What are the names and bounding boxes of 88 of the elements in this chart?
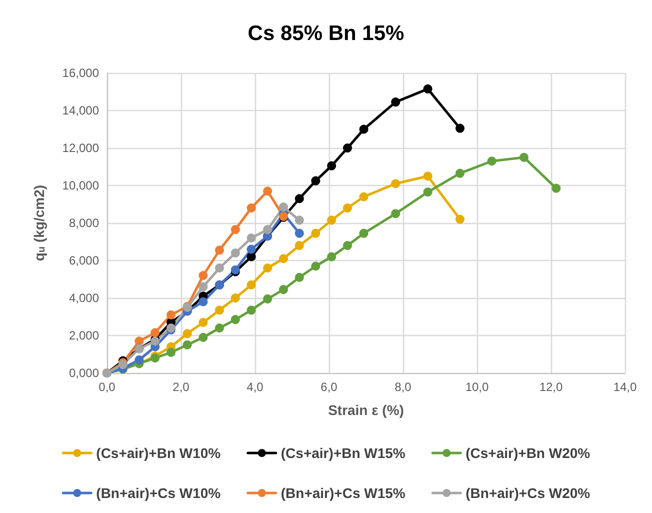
- y-tick-label: 10,000: [62, 178, 100, 192]
- point: [214, 264, 224, 272]
- point: [294, 272, 304, 282]
- x-tick-label: 4,0: [246, 380, 264, 394]
- point: [182, 329, 192, 338]
- point: [552, 184, 561, 193]
- point: [343, 241, 352, 250]
- point: [263, 264, 272, 272]
- legend-label: (Cs+air)+Bn W15%: [280, 445, 406, 461]
- x-tick-label: 10,0: [465, 380, 489, 394]
- point: [198, 282, 208, 292]
- point: [198, 297, 208, 306]
- point: [294, 194, 304, 204]
- x-tick-label: 8,0: [394, 380, 412, 394]
- legend-label: (Cs+air)+Bn W20%: [466, 445, 591, 461]
- chart-title: Cs 85% Bn 15%: [248, 22, 405, 45]
- point: [230, 248, 240, 258]
- point: [294, 216, 304, 225]
- point: [391, 209, 400, 218]
- point: [455, 124, 464, 133]
- point: [134, 355, 144, 364]
- x-axis-title: Strain ε (%): [328, 402, 404, 418]
- point: [166, 310, 176, 320]
- legend-label: (Bn+air)+Cs W20%: [466, 485, 591, 501]
- point: [279, 254, 288, 264]
- point: [327, 252, 336, 262]
- point: [311, 176, 320, 186]
- point: [343, 204, 352, 212]
- point: [279, 285, 288, 294]
- point: [423, 188, 432, 197]
- legend-label: (Cs+air)+Bn W10%: [96, 445, 222, 461]
- point: [150, 328, 160, 338]
- x-tick-label: 0,0: [98, 380, 116, 394]
- point: [311, 262, 320, 271]
- point: [327, 216, 336, 225]
- y-tick-label: 6,000: [68, 254, 100, 268]
- point: [246, 204, 256, 212]
- point: [230, 225, 240, 234]
- y-tick-label: 8,000: [68, 216, 100, 230]
- x-tick-label: 12,0: [539, 380, 563, 394]
- point: [391, 98, 400, 107]
- point: [359, 192, 368, 202]
- x-tick-label: 14,0: [613, 380, 637, 394]
- point: [246, 252, 256, 262]
- point: [263, 294, 272, 304]
- point: [246, 280, 256, 290]
- point: [455, 214, 464, 224]
- point: [246, 234, 256, 242]
- point: [294, 228, 304, 238]
- point: [214, 306, 224, 315]
- point: [230, 294, 240, 302]
- y-axis-title: qu (kg/cm2): [31, 184, 48, 262]
- point: [214, 324, 224, 332]
- point: [230, 315, 240, 324]
- point: [166, 348, 176, 357]
- point: [198, 332, 208, 342]
- point: [214, 246, 224, 255]
- point: [182, 340, 192, 350]
- point: [391, 179, 400, 188]
- y-tick-label: 2,000: [68, 328, 100, 342]
- point: [423, 172, 432, 181]
- legend-label: (Bn+air)+Cs W10%: [96, 485, 222, 501]
- point: [455, 168, 464, 178]
- y-tick-label: 0,000: [68, 366, 100, 380]
- point: [134, 336, 144, 346]
- point: [246, 306, 256, 315]
- x-tick-label: 6,0: [320, 380, 338, 394]
- point: [198, 271, 208, 280]
- point: [487, 156, 496, 166]
- point: [263, 186, 272, 196]
- point: [198, 318, 208, 327]
- y-tick-label: 12,000: [62, 141, 100, 155]
- point: [263, 225, 272, 234]
- point: [246, 244, 256, 254]
- point: [311, 228, 320, 238]
- point: [294, 241, 304, 250]
- legend-label: (Bn+air)+Cs W15%: [280, 485, 406, 501]
- y-tick-label: 4,000: [68, 291, 100, 305]
- point: [279, 202, 288, 212]
- point: [520, 152, 528, 162]
- y-tick-label: 14,000: [62, 104, 100, 118]
- point: [327, 161, 336, 170]
- point: [423, 84, 432, 94]
- point: [343, 144, 352, 152]
- y-tick-label: 16,000: [62, 66, 100, 80]
- x-tick-label: 2,0: [172, 380, 190, 394]
- point: [359, 228, 368, 238]
- point: [359, 124, 368, 134]
